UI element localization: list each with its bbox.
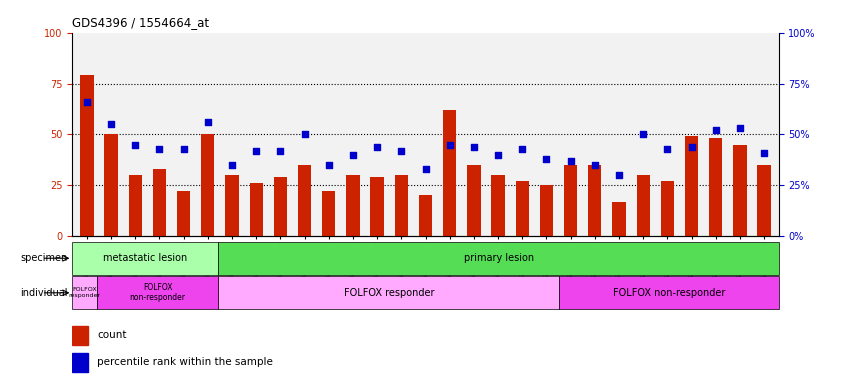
Point (322, 162, 335, 168)
Point (491, 152, 505, 158)
Point (152, 146, 166, 152)
Point (104, 121, 117, 127)
Bar (516, 181, 529, 236)
Bar (709, 139, 722, 236)
Bar (219, 242, 779, 275)
Text: metastatic lesion: metastatic lesion (103, 253, 187, 263)
Point (370, 144, 384, 150)
Bar (559, 276, 779, 309)
Point (637, 131, 650, 137)
Bar (564, 165, 577, 236)
Bar (419, 195, 432, 236)
Text: FOLFOX
responder: FOLFOX responder (69, 287, 100, 298)
Point (249, 147, 263, 154)
Bar (540, 185, 553, 236)
Point (346, 152, 360, 158)
Point (564, 158, 578, 164)
Bar (322, 191, 335, 236)
Text: percentile rank within the sample: percentile rank within the sample (97, 358, 273, 367)
Bar (346, 175, 360, 236)
Text: GDS4396 / 1554664_at: GDS4396 / 1554664_at (72, 16, 209, 29)
Point (395, 147, 408, 154)
Text: count: count (97, 331, 127, 341)
Bar (660, 181, 674, 236)
Bar (80, 75, 94, 236)
Bar (588, 165, 602, 236)
Bar (491, 175, 505, 236)
Text: FOLFOX responder: FOLFOX responder (344, 288, 434, 298)
Bar (395, 175, 408, 236)
Bar (467, 165, 481, 236)
Point (226, 162, 239, 168)
Point (298, 131, 311, 137)
Bar (734, 145, 746, 236)
Point (177, 146, 191, 152)
Point (612, 172, 625, 178)
Text: FOLFOX
non-responder: FOLFOX non-responder (129, 283, 186, 303)
Bar (72, 242, 219, 275)
Bar (637, 175, 650, 236)
Point (201, 119, 214, 125)
Bar (757, 165, 771, 236)
Point (129, 142, 142, 148)
Point (467, 144, 481, 150)
Bar (219, 276, 559, 309)
Bar (274, 177, 287, 236)
Bar (153, 169, 166, 236)
Point (516, 146, 529, 152)
Bar (685, 136, 698, 236)
Point (660, 146, 674, 152)
Bar (613, 202, 625, 236)
Bar (105, 134, 117, 236)
Bar (72, 353, 88, 372)
Text: specimen: specimen (20, 253, 67, 263)
Text: FOLFOX non-responder: FOLFOX non-responder (613, 288, 725, 298)
Bar (298, 165, 311, 236)
Point (273, 147, 287, 154)
Point (734, 125, 747, 131)
Bar (226, 175, 238, 236)
Bar (370, 177, 384, 236)
Bar (72, 326, 88, 345)
Point (588, 162, 602, 168)
Bar (177, 191, 191, 236)
Point (80, 99, 94, 105)
Bar (129, 175, 142, 236)
Bar (72, 276, 97, 309)
Point (685, 144, 699, 150)
Text: individual: individual (20, 288, 67, 298)
Point (419, 166, 432, 172)
Point (757, 150, 771, 156)
Bar (201, 134, 214, 236)
Point (709, 127, 722, 133)
Text: primary lesion: primary lesion (464, 253, 534, 263)
Bar (97, 276, 219, 309)
Point (540, 156, 553, 162)
Point (443, 142, 456, 148)
Bar (443, 110, 456, 236)
Bar (249, 183, 263, 236)
